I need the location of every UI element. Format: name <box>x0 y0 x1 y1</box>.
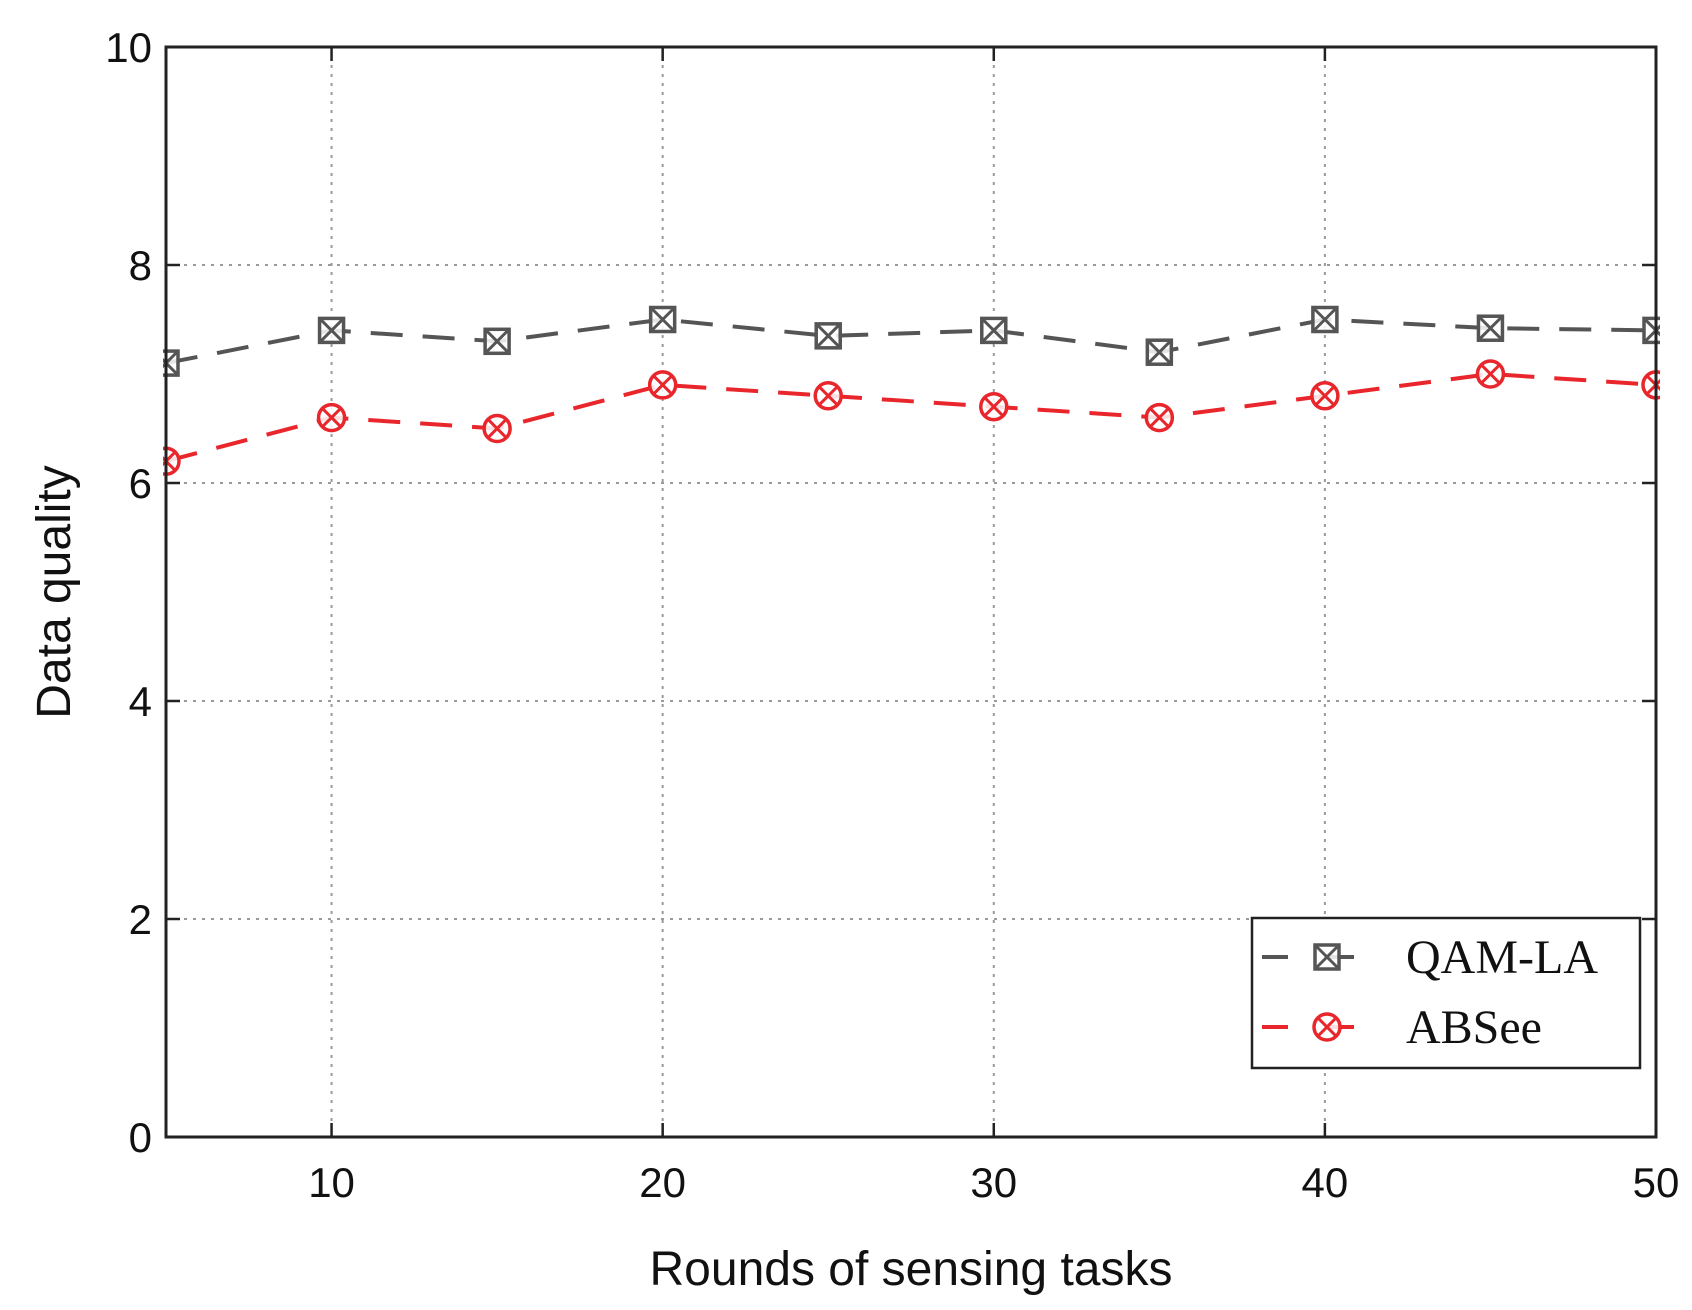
legend-marker <box>1312 1012 1342 1042</box>
marker-cross <box>484 328 511 355</box>
data-point <box>482 413 512 444</box>
marker-cross <box>321 407 342 428</box>
x-axis-title: Rounds of sensing tasks <box>650 1243 1173 1296</box>
marker-cross <box>1315 386 1335 406</box>
marker-cross <box>649 306 676 333</box>
y-tick-label: 8 <box>129 242 152 289</box>
x-tick-label: 20 <box>639 1159 686 1206</box>
legend-label: ABSee <box>1406 1001 1542 1054</box>
marker-cross <box>1313 943 1341 971</box>
legend-marker <box>1313 943 1341 971</box>
data-point <box>1311 305 1339 334</box>
marker-cross <box>815 322 842 349</box>
marker-cross <box>1480 364 1501 384</box>
data-point <box>483 327 511 356</box>
marker-cross <box>1149 407 1170 428</box>
data-point <box>1144 402 1175 433</box>
data-point <box>979 391 1009 422</box>
marker-cross <box>1477 315 1504 342</box>
y-tick-label: 2 <box>129 896 152 943</box>
y-tick-label: 10 <box>105 24 152 71</box>
marker-cross <box>652 375 673 395</box>
data-point <box>1310 381 1340 411</box>
x-tick-label: 40 <box>1302 1159 1349 1206</box>
plot-frame <box>164 45 1658 1139</box>
data-point <box>1476 314 1505 342</box>
legend-label: QAM-LA <box>1406 931 1598 984</box>
data-point <box>813 381 843 411</box>
x-tick-label: 50 <box>1633 1159 1680 1206</box>
ticks: 10 20 30 40 50 0 2 4 6 8 10 <box>105 24 1679 1206</box>
data-point <box>1145 338 1174 366</box>
data-point <box>814 322 842 350</box>
marker-cross <box>1146 339 1173 366</box>
data-point <box>647 370 678 400</box>
data-point <box>648 305 677 334</box>
x-tick-label: 10 <box>308 1159 355 1206</box>
marker-cross <box>1317 1017 1337 1037</box>
data-point <box>1475 359 1506 389</box>
x-tick-label: 30 <box>970 1159 1017 1206</box>
series-layer <box>163 305 1660 476</box>
marker-cross <box>1311 306 1338 333</box>
legend: QAM-LA ABSee <box>1250 916 1642 1070</box>
y-tick-label: 4 <box>129 678 152 725</box>
series-line-2 <box>165 371 1657 464</box>
marker-cross <box>487 418 507 439</box>
series-line-1 <box>165 317 1657 366</box>
y-tick-label: 0 <box>129 1114 152 1161</box>
legend-entries: QAM-LA ABSee <box>1262 931 1598 1054</box>
data-point <box>316 402 347 433</box>
legend-box <box>1250 916 1642 1070</box>
data-point <box>980 316 1008 345</box>
data-point <box>317 316 346 345</box>
marker-cross <box>318 317 345 344</box>
y-tick-label: 6 <box>129 460 152 507</box>
y-axis-title: Data quality <box>28 465 81 718</box>
marker-cross <box>980 317 1007 344</box>
marker-cross <box>818 386 838 406</box>
marker-cross <box>984 396 1004 417</box>
